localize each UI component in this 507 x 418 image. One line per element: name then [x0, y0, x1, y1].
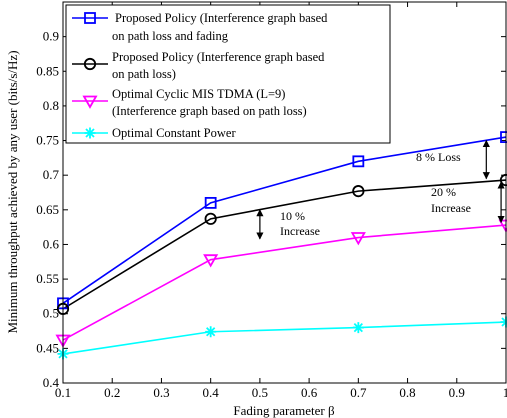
series-line-2: [62, 179, 507, 310]
x-tick-label: 0.9: [449, 385, 465, 400]
x-tick-label: 0.4: [203, 385, 220, 400]
y-tick-label: 0.8: [43, 98, 59, 113]
legend-label: on path loss): [112, 67, 176, 81]
y-tick-label: 0.45: [36, 340, 59, 355]
x-tick-label: 0.7: [350, 385, 367, 400]
annotation-text: Increase: [431, 201, 471, 215]
x-tick-label: 0.2: [104, 385, 120, 400]
y-tick-label: 0.5: [43, 306, 59, 321]
data-point-series-2: [204, 212, 217, 225]
x-tick-label: 0.8: [399, 385, 415, 400]
plot-frame: [62, 1, 507, 384]
data-point-series-2: [352, 185, 365, 198]
series-line-1: [62, 136, 507, 304]
y-tick-label: 0.9: [43, 29, 59, 44]
data-point-series-1: [204, 196, 217, 209]
x-tick-label: 0.6: [301, 385, 318, 400]
x-tick-label: 0.3: [153, 385, 169, 400]
legend-marker-3: [82, 95, 98, 109]
legend-box: [65, 4, 391, 144]
data-point-series-4: [205, 326, 217, 338]
data-point-series-3: [203, 254, 219, 268]
legend-label: Proposed Policy (Interference graph base…: [112, 50, 325, 64]
x-tick-label: 0.5: [252, 385, 268, 400]
series-lines: [62, 136, 507, 355]
y-tick-label: 0.7: [43, 167, 60, 182]
y-tick-label: 0.55: [36, 271, 59, 286]
series-line-3: [62, 224, 507, 341]
axis-ticks: 0.1 0.2 0.3 0.4 0.5 0.6 0.7 0.8 0.9 1 0.4 0.45 0.5 0.…: [36, 2, 507, 400]
x-axis-label: Fading parameter β: [233, 403, 335, 418]
legend-label: Optimal Cyclic MIS TDMA (L=9): [112, 87, 285, 101]
annotation-text: 8 % Loss: [416, 150, 461, 164]
legend-marker-4: [84, 127, 96, 139]
data-point-series-3: [350, 232, 366, 246]
legend-label: (Interference graph based on path loss): [112, 104, 307, 118]
y-tick-label: 0.85: [36, 63, 59, 78]
annotation-text: 10 %: [280, 209, 305, 223]
y-tick-label: 0.65: [36, 202, 59, 217]
legend-marker-2: [83, 57, 97, 71]
annotation-text: 20 %: [431, 185, 456, 199]
x-tick-label: 0.1: [55, 385, 71, 400]
x-tick-label: 1: [503, 385, 507, 400]
y-tick-label: 0.4: [43, 375, 60, 390]
annotation-text: Increase: [280, 224, 320, 238]
y-tick-label: 0.75: [36, 133, 59, 148]
data-point-series-1: [352, 155, 365, 168]
legend: Proposed Policy (Interference graph base…: [65, 4, 391, 144]
y-axis-label: Minimum throughput achieved by any user …: [5, 50, 20, 333]
legend-label: on path loss and fading: [112, 29, 229, 43]
data-point-series-4: [352, 322, 364, 334]
legend-marker-1: [84, 12, 96, 24]
legend-label: Optimal Constant Power: [112, 126, 236, 140]
series-line-4: [62, 321, 507, 355]
legend-label: Proposed Policy (Interference graph base…: [115, 11, 328, 25]
y-tick-label: 0.6: [43, 236, 60, 251]
